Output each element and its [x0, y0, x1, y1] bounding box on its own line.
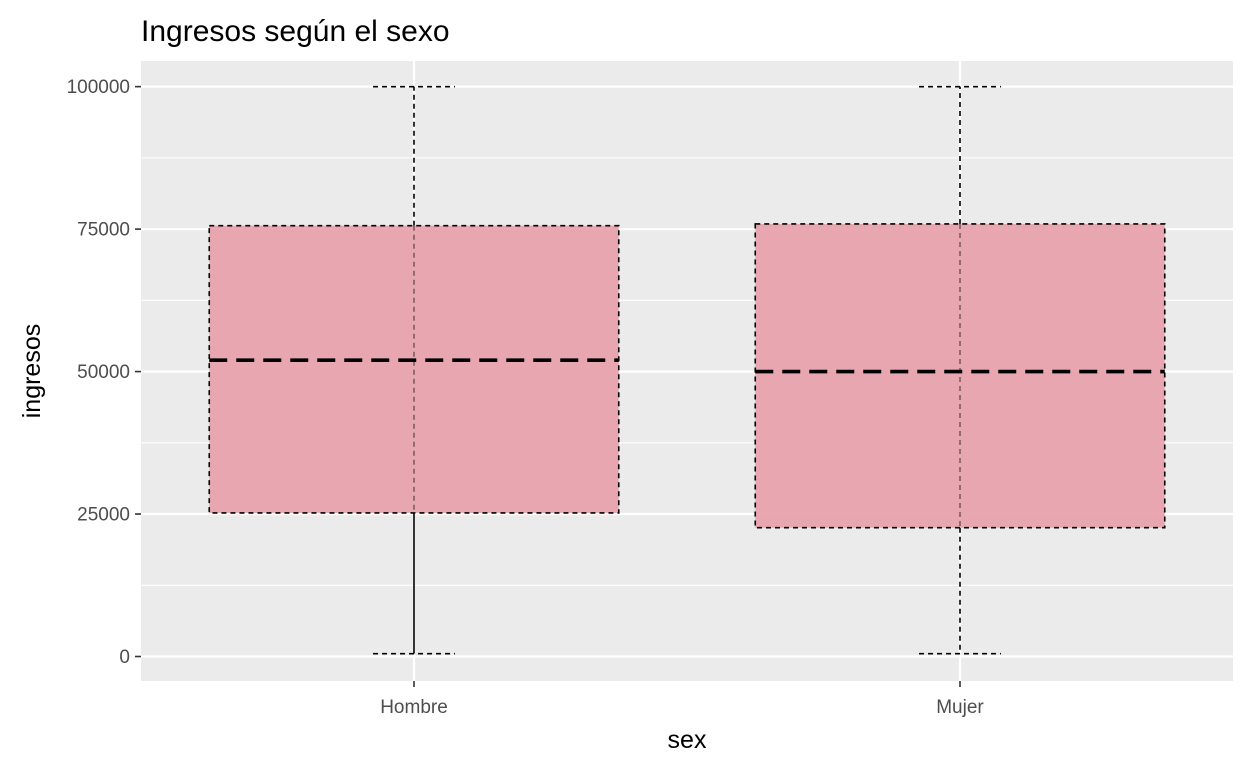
y-tick-label-1: 25000 [77, 505, 130, 526]
y-tick-label-2: 50000 [77, 362, 130, 383]
y-axis: 0 25000 50000 75000 100000 [67, 77, 141, 668]
x-axis: Hombre Mujer [380, 681, 984, 718]
x-tick-label-mujer: Mujer [936, 697, 984, 718]
y-tick-label-4: 100000 [67, 77, 130, 98]
y-tick-label-3: 75000 [77, 220, 130, 241]
x-axis-title: sex [668, 726, 707, 754]
box-hombre [208, 85, 620, 655]
chart-title: Ingresos según el sexo [141, 15, 450, 48]
box-mujer [754, 85, 1166, 655]
boxes [208, 85, 1166, 655]
y-axis-title: ingresos [18, 324, 46, 419]
y-tick-label-0: 0 [119, 647, 130, 668]
x-tick-label-hombre: Hombre [380, 697, 448, 718]
